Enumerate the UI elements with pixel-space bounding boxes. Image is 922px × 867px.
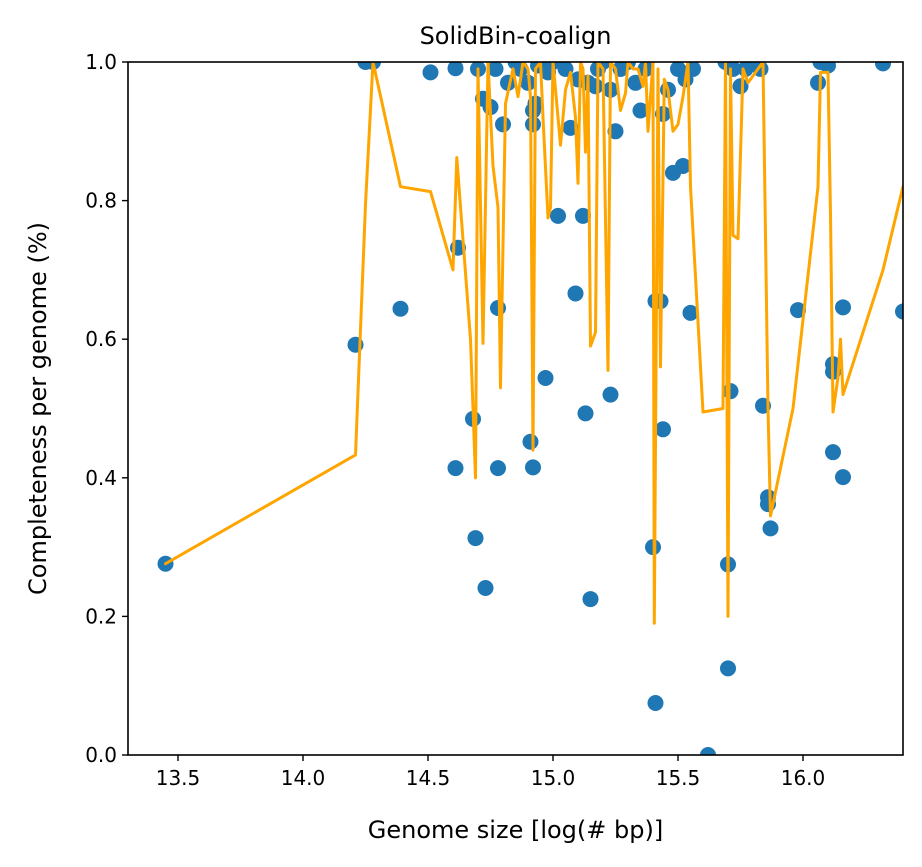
data-point <box>790 302 806 319</box>
data-point <box>392 300 409 317</box>
data-point <box>490 460 506 477</box>
x-tick-label: 14.0 <box>281 766 326 790</box>
data-point <box>447 62 464 77</box>
y-tick-label: 0.8 <box>85 189 117 213</box>
data-point <box>632 102 649 119</box>
data-point <box>575 207 591 224</box>
data-point <box>820 62 836 74</box>
data-point <box>602 386 619 403</box>
plot-frame <box>127 61 904 756</box>
data-point <box>835 299 851 316</box>
data-point <box>895 303 903 320</box>
data-point <box>487 62 504 77</box>
data-point <box>550 207 566 224</box>
y-tick-label: 1.0 <box>85 50 117 74</box>
data-point <box>875 62 891 72</box>
data-point <box>682 304 699 321</box>
axis-ticks: 13.5 14.0 14.5 15.0 15.5 16.0 0.0 0.2 0.4 0.6 0.8 1… <box>85 50 825 790</box>
chart-title: SolidBin-coalign <box>420 22 612 50</box>
plot-area <box>157 62 903 755</box>
data-point <box>825 444 841 461</box>
x-tick-label: 15.5 <box>656 766 701 790</box>
x-tick-label: 16.0 <box>781 766 826 790</box>
data-point <box>525 116 541 133</box>
data-point <box>447 460 464 477</box>
data-point <box>675 157 691 174</box>
y-tick-label: 0.4 <box>85 466 117 490</box>
data-point <box>582 591 599 608</box>
y-tick-label: 0.6 <box>85 327 117 351</box>
data-point <box>732 78 749 95</box>
x-axis-label: Genome size [log(# bp)] <box>368 816 663 844</box>
data-point <box>422 64 439 81</box>
y-axis-label: Completeness per genome (%) <box>24 222 52 595</box>
data-point <box>647 695 664 712</box>
data-point <box>537 370 554 387</box>
y-tick-label: 0.2 <box>85 604 117 628</box>
data-point <box>477 579 494 596</box>
data-point <box>577 405 594 422</box>
data-point <box>607 123 624 140</box>
x-tick-label: 15.0 <box>531 766 576 790</box>
data-point <box>495 116 511 133</box>
x-tick-label: 13.5 <box>156 766 201 790</box>
data-point <box>700 747 716 755</box>
data-point <box>810 74 826 91</box>
data-point <box>525 459 541 476</box>
y-tick-label: 0.0 <box>85 743 117 767</box>
data-point <box>720 660 736 677</box>
data-point <box>655 421 671 438</box>
data-point <box>567 285 584 302</box>
data-point <box>467 530 484 547</box>
data-point <box>587 78 604 95</box>
trend-line <box>164 62 903 625</box>
data-point <box>762 520 779 537</box>
data-point <box>835 469 851 486</box>
data-point <box>522 433 539 450</box>
x-tick-label: 14.5 <box>406 766 451 790</box>
